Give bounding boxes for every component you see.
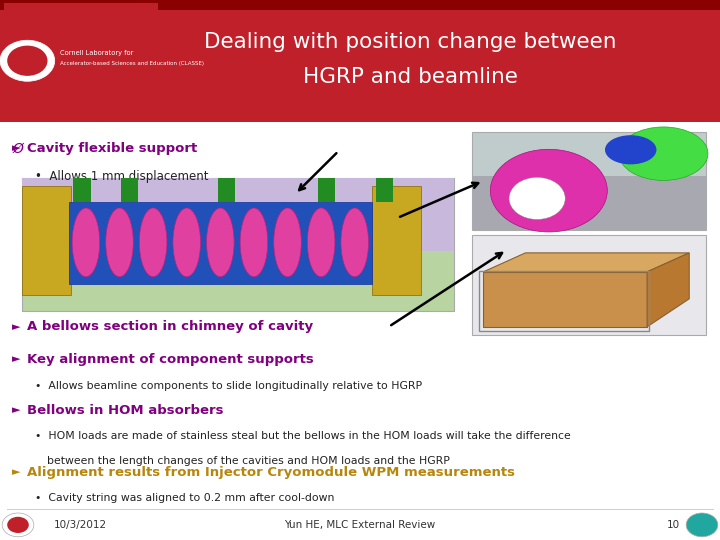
Text: 10: 10: [667, 520, 680, 530]
Text: Cavity flexible support: Cavity flexible support: [27, 142, 197, 155]
Text: •  Cavity string was aligned to 0.2 mm after cool-down: • Cavity string was aligned to 0.2 mm af…: [35, 494, 334, 503]
Ellipse shape: [240, 208, 268, 277]
Bar: [0, 0, 720, 122]
Text: HGRP and beamline: HGRP and beamline: [303, 67, 518, 87]
Bar: [472, 176, 706, 230]
Ellipse shape: [72, 208, 99, 277]
Bar: [372, 186, 421, 295]
Ellipse shape: [207, 208, 234, 277]
Text: ►: ►: [12, 468, 20, 477]
Text: Yun HE, MLC External Review: Yun HE, MLC External Review: [284, 520, 436, 530]
Text: •  HOM loads are made of stainless steal but the bellows in the HOM loads will t: • HOM loads are made of stainless steal …: [35, 431, 570, 441]
Circle shape: [2, 513, 34, 537]
Ellipse shape: [490, 149, 608, 232]
Bar: [73, 178, 91, 202]
Ellipse shape: [619, 127, 708, 180]
Text: Accelerator-based Sciences and Education (CLASSE): Accelerator-based Sciences and Education…: [60, 61, 204, 66]
Text: Ø: Ø: [13, 141, 24, 156]
Bar: [318, 178, 335, 202]
Text: ►: ►: [12, 322, 20, 332]
Bar: [121, 178, 138, 202]
Text: •  Allows beamline components to slide longitudinally relative to HGRP: • Allows beamline components to slide lo…: [35, 381, 422, 391]
Bar: [376, 178, 393, 202]
Circle shape: [686, 513, 718, 537]
Bar: [472, 235, 706, 335]
Text: between the length changes of the cavities and HOM loads and the HGRP: between the length changes of the caviti…: [47, 456, 450, 466]
Bar: [22, 178, 454, 310]
Ellipse shape: [274, 208, 301, 277]
Polygon shape: [483, 253, 689, 272]
Circle shape: [7, 517, 29, 533]
Text: ►: ►: [12, 406, 20, 415]
FancyBboxPatch shape: [483, 272, 647, 327]
Text: Dealing with position change between: Dealing with position change between: [204, 32, 616, 52]
Bar: [218, 178, 235, 202]
Ellipse shape: [341, 208, 369, 277]
Text: •  Allows 1 mm displacement: • Allows 1 mm displacement: [35, 170, 208, 183]
Polygon shape: [647, 253, 689, 327]
Text: ►: ►: [12, 144, 20, 153]
Bar: [22, 186, 71, 295]
Text: ►: ►: [12, 354, 20, 364]
Text: Cornell Laboratory for: Cornell Laboratory for: [60, 50, 133, 56]
Ellipse shape: [106, 208, 133, 277]
Text: A bellows section in chimney of cavity: A bellows section in chimney of cavity: [27, 320, 313, 333]
Bar: [0, 122, 720, 540]
Text: 10/3/2012: 10/3/2012: [54, 520, 107, 530]
Text: Bellows in HOM absorbers: Bellows in HOM absorbers: [27, 404, 224, 417]
Bar: [69, 202, 372, 284]
Bar: [0, 0, 720, 10]
Text: Alignment results from Injector Cryomodule WPM measurements: Alignment results from Injector Cryomodu…: [27, 466, 516, 479]
Circle shape: [0, 40, 55, 81]
Ellipse shape: [173, 208, 200, 277]
Ellipse shape: [605, 135, 657, 164]
Bar: [4, 3, 158, 119]
Bar: [479, 271, 649, 331]
Bar: [22, 178, 454, 251]
Bar: [472, 132, 706, 230]
Circle shape: [7, 45, 48, 76]
Circle shape: [509, 177, 565, 219]
Text: Key alignment of component supports: Key alignment of component supports: [27, 353, 314, 366]
Ellipse shape: [140, 208, 167, 277]
Ellipse shape: [307, 208, 335, 277]
